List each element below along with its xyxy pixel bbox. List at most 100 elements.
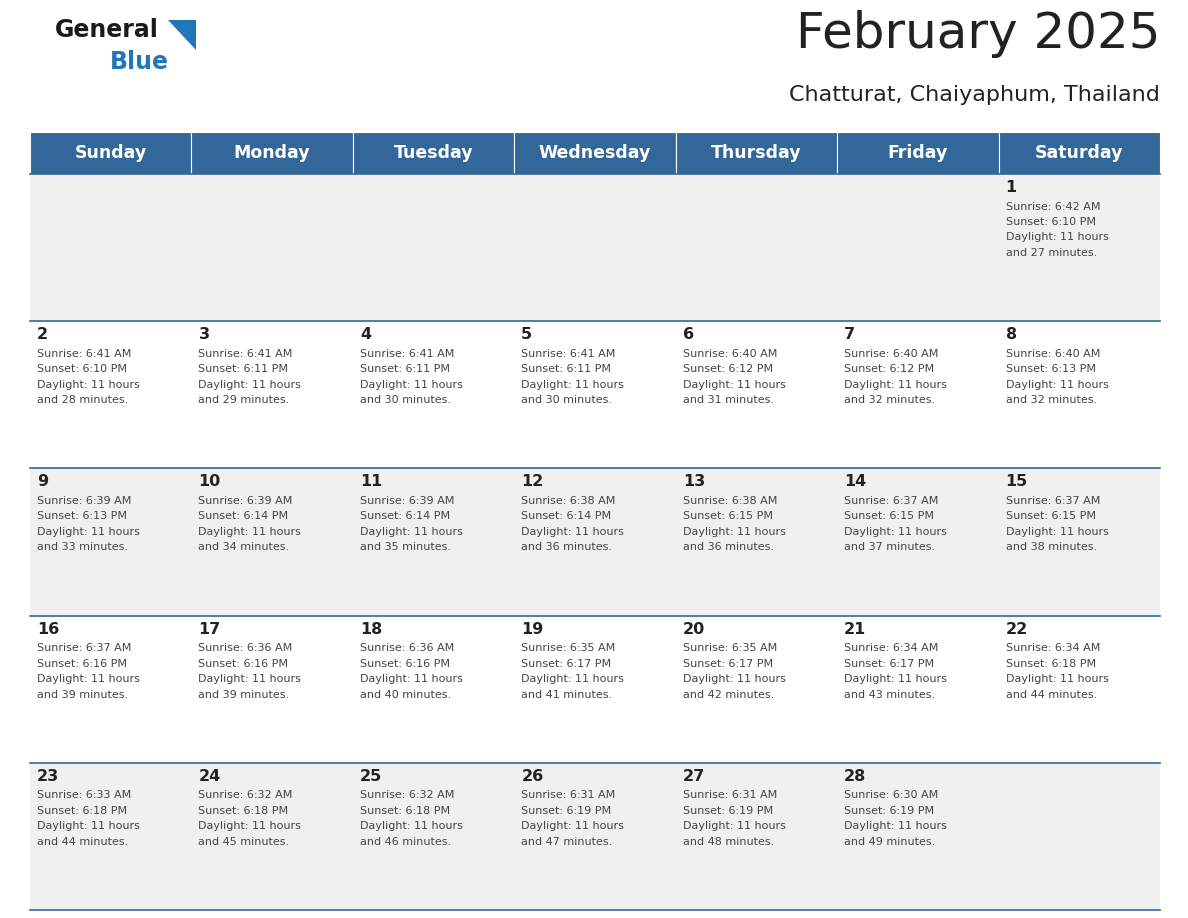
- Text: and 44 minutes.: and 44 minutes.: [37, 837, 128, 846]
- Text: Daylight: 11 hours: Daylight: 11 hours: [198, 674, 302, 684]
- Text: Sunrise: 6:37 AM: Sunrise: 6:37 AM: [1005, 496, 1100, 506]
- Text: Sunset: 6:11 PM: Sunset: 6:11 PM: [198, 364, 289, 375]
- Text: Sunset: 6:18 PM: Sunset: 6:18 PM: [360, 806, 450, 816]
- Text: Daylight: 11 hours: Daylight: 11 hours: [683, 380, 785, 390]
- Bar: [30, 468, 1159, 616]
- Text: and 32 minutes.: and 32 minutes.: [845, 396, 935, 405]
- Text: Sunset: 6:12 PM: Sunset: 6:12 PM: [683, 364, 773, 375]
- Text: 3: 3: [198, 327, 209, 342]
- Text: and 34 minutes.: and 34 minutes.: [198, 543, 290, 553]
- Text: 13: 13: [683, 475, 704, 489]
- Text: Daylight: 11 hours: Daylight: 11 hours: [198, 380, 302, 390]
- Bar: [838, 132, 999, 174]
- Text: Daylight: 11 hours: Daylight: 11 hours: [1005, 380, 1108, 390]
- Text: Sunrise: 6:40 AM: Sunrise: 6:40 AM: [1005, 349, 1100, 359]
- Text: Sunrise: 6:39 AM: Sunrise: 6:39 AM: [37, 496, 132, 506]
- Text: and 32 minutes.: and 32 minutes.: [1005, 396, 1097, 405]
- Text: Daylight: 11 hours: Daylight: 11 hours: [1005, 232, 1108, 242]
- Bar: [999, 132, 1159, 174]
- Text: Sunset: 6:17 PM: Sunset: 6:17 PM: [522, 658, 612, 668]
- Text: and 39 minutes.: and 39 minutes.: [37, 689, 128, 700]
- Text: Daylight: 11 hours: Daylight: 11 hours: [683, 674, 785, 684]
- Text: Friday: Friday: [887, 144, 948, 162]
- Text: 22: 22: [1005, 621, 1028, 636]
- Text: 27: 27: [683, 768, 704, 784]
- Text: Daylight: 11 hours: Daylight: 11 hours: [522, 380, 624, 390]
- Text: Saturday: Saturday: [1035, 144, 1124, 162]
- Text: 17: 17: [198, 621, 221, 636]
- Bar: [676, 132, 838, 174]
- Text: Sunrise: 6:41 AM: Sunrise: 6:41 AM: [360, 349, 454, 359]
- Text: Sunrise: 6:32 AM: Sunrise: 6:32 AM: [198, 790, 292, 800]
- Text: Daylight: 11 hours: Daylight: 11 hours: [37, 822, 140, 832]
- Text: Sunrise: 6:35 AM: Sunrise: 6:35 AM: [683, 644, 777, 653]
- Text: 25: 25: [360, 768, 383, 784]
- Text: and 47 minutes.: and 47 minutes.: [522, 837, 613, 846]
- Text: Sunset: 6:15 PM: Sunset: 6:15 PM: [1005, 511, 1095, 521]
- Text: Daylight: 11 hours: Daylight: 11 hours: [37, 527, 140, 537]
- Text: 15: 15: [1005, 475, 1028, 489]
- Text: and 41 minutes.: and 41 minutes.: [522, 689, 612, 700]
- Text: and 28 minutes.: and 28 minutes.: [37, 396, 128, 405]
- Text: and 48 minutes.: and 48 minutes.: [683, 837, 773, 846]
- Text: Daylight: 11 hours: Daylight: 11 hours: [845, 380, 947, 390]
- Text: 11: 11: [360, 475, 383, 489]
- Text: 26: 26: [522, 768, 544, 784]
- Text: Sunset: 6:19 PM: Sunset: 6:19 PM: [522, 806, 612, 816]
- Bar: [30, 616, 1159, 763]
- Bar: [353, 132, 514, 174]
- Text: Daylight: 11 hours: Daylight: 11 hours: [522, 527, 624, 537]
- Text: Sunrise: 6:38 AM: Sunrise: 6:38 AM: [683, 496, 777, 506]
- Polygon shape: [168, 20, 196, 50]
- Text: Sunset: 6:19 PM: Sunset: 6:19 PM: [683, 806, 773, 816]
- Text: Sunset: 6:14 PM: Sunset: 6:14 PM: [360, 511, 450, 521]
- Text: Sunset: 6:16 PM: Sunset: 6:16 PM: [37, 658, 127, 668]
- Text: and 36 minutes.: and 36 minutes.: [522, 543, 612, 553]
- Text: Monday: Monday: [234, 144, 310, 162]
- Text: and 29 minutes.: and 29 minutes.: [198, 396, 290, 405]
- Text: Sunset: 6:18 PM: Sunset: 6:18 PM: [37, 806, 127, 816]
- Text: Daylight: 11 hours: Daylight: 11 hours: [1005, 527, 1108, 537]
- Text: Sunset: 6:12 PM: Sunset: 6:12 PM: [845, 364, 934, 375]
- Text: Daylight: 11 hours: Daylight: 11 hours: [37, 380, 140, 390]
- Text: and 49 minutes.: and 49 minutes.: [845, 837, 935, 846]
- Text: Sunrise: 6:42 AM: Sunrise: 6:42 AM: [1005, 201, 1100, 211]
- Text: 10: 10: [198, 475, 221, 489]
- Text: 4: 4: [360, 327, 371, 342]
- Text: Sunset: 6:15 PM: Sunset: 6:15 PM: [845, 511, 934, 521]
- Text: 21: 21: [845, 621, 866, 636]
- Text: Sunrise: 6:38 AM: Sunrise: 6:38 AM: [522, 496, 615, 506]
- Text: and 36 minutes.: and 36 minutes.: [683, 543, 773, 553]
- Text: Sunset: 6:16 PM: Sunset: 6:16 PM: [198, 658, 289, 668]
- Text: Sunrise: 6:30 AM: Sunrise: 6:30 AM: [845, 790, 939, 800]
- Text: Blue: Blue: [110, 50, 169, 74]
- Text: and 45 minutes.: and 45 minutes.: [198, 837, 290, 846]
- Text: Wednesday: Wednesday: [539, 144, 651, 162]
- Text: Sunset: 6:17 PM: Sunset: 6:17 PM: [683, 658, 773, 668]
- Text: 12: 12: [522, 475, 544, 489]
- Text: 9: 9: [37, 475, 49, 489]
- Bar: [514, 132, 676, 174]
- Text: Sunrise: 6:40 AM: Sunrise: 6:40 AM: [845, 349, 939, 359]
- Text: and 30 minutes.: and 30 minutes.: [360, 396, 451, 405]
- Text: Sunrise: 6:39 AM: Sunrise: 6:39 AM: [198, 496, 292, 506]
- Text: and 33 minutes.: and 33 minutes.: [37, 543, 128, 553]
- Text: Sunrise: 6:39 AM: Sunrise: 6:39 AM: [360, 496, 454, 506]
- Text: and 27 minutes.: and 27 minutes.: [1005, 248, 1097, 258]
- Bar: [30, 763, 1159, 910]
- Text: 18: 18: [360, 621, 383, 636]
- Text: Sunrise: 6:36 AM: Sunrise: 6:36 AM: [198, 644, 292, 653]
- Text: Sunset: 6:18 PM: Sunset: 6:18 PM: [1005, 658, 1095, 668]
- Text: 6: 6: [683, 327, 694, 342]
- Text: and 31 minutes.: and 31 minutes.: [683, 396, 773, 405]
- Text: Sunday: Sunday: [75, 144, 147, 162]
- Bar: [30, 174, 1159, 321]
- Bar: [191, 132, 353, 174]
- Text: General: General: [55, 18, 159, 42]
- Text: Sunrise: 6:31 AM: Sunrise: 6:31 AM: [522, 790, 615, 800]
- Text: Daylight: 11 hours: Daylight: 11 hours: [845, 527, 947, 537]
- Text: Daylight: 11 hours: Daylight: 11 hours: [198, 527, 302, 537]
- Text: 24: 24: [198, 768, 221, 784]
- Text: Sunrise: 6:34 AM: Sunrise: 6:34 AM: [845, 644, 939, 653]
- Text: Sunset: 6:14 PM: Sunset: 6:14 PM: [198, 511, 289, 521]
